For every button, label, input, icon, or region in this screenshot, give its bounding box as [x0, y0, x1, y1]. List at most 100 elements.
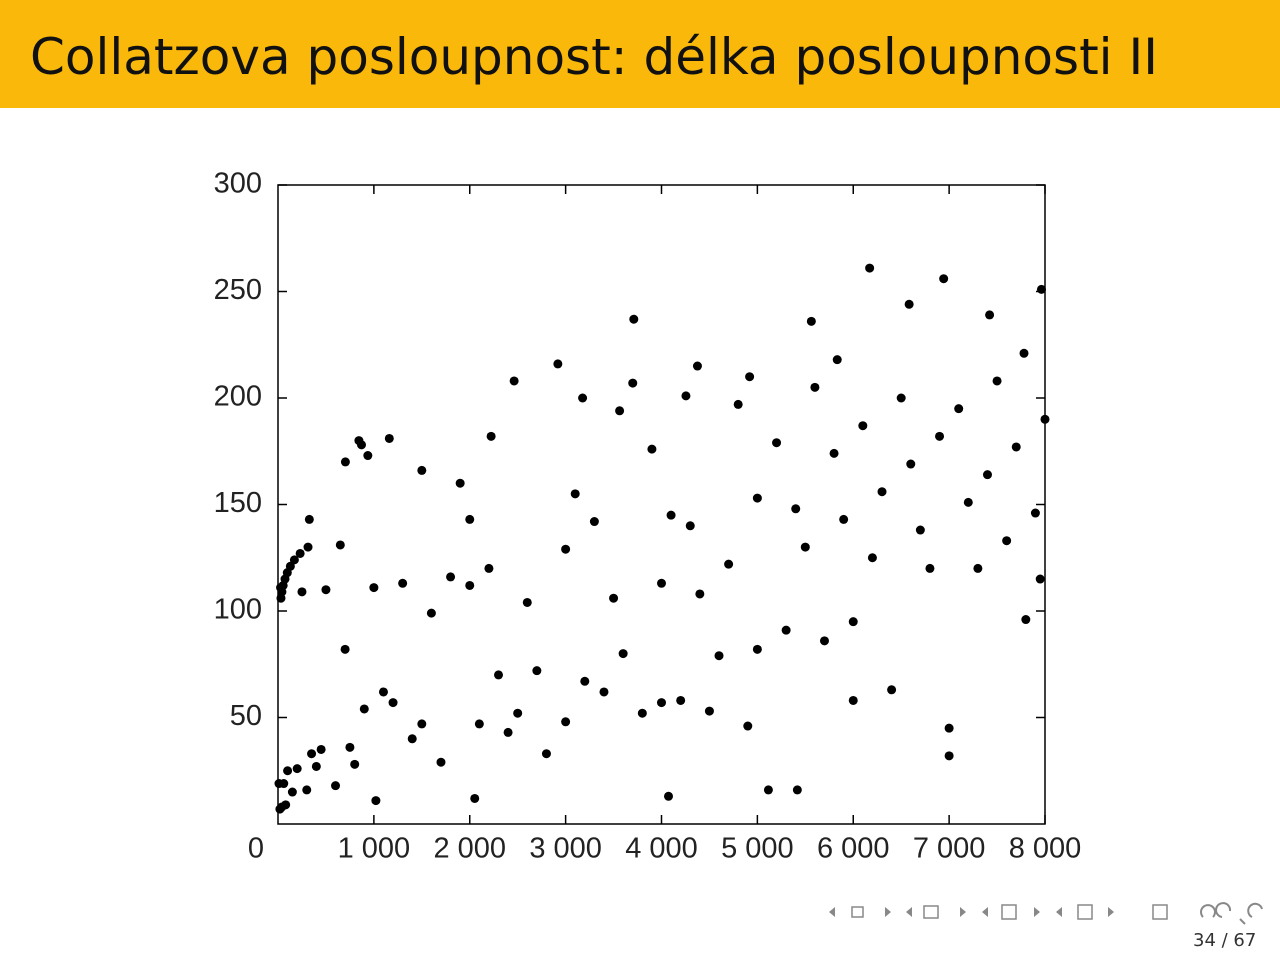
point [484, 563, 494, 573]
point [752, 493, 762, 503]
point [281, 800, 291, 810]
x-tick-label: 8 000 [1009, 833, 1082, 865]
point [858, 421, 868, 431]
point [513, 708, 523, 718]
point [304, 514, 314, 524]
point [321, 585, 331, 595]
point [285, 561, 295, 571]
point [388, 698, 398, 708]
point [283, 766, 293, 776]
point [455, 478, 465, 488]
point [1040, 414, 1050, 424]
slide-title: Collatzova posloupnost: délka posloupnos… [30, 28, 1158, 86]
point [486, 431, 496, 441]
point [446, 572, 456, 582]
point [297, 587, 307, 597]
point [1019, 348, 1029, 358]
point [954, 404, 964, 414]
point [877, 487, 887, 497]
point [792, 785, 802, 795]
point [681, 391, 691, 401]
point [1035, 574, 1045, 584]
navigation-icons [829, 902, 1263, 925]
point [522, 597, 532, 607]
y-tick-label: 100 [214, 594, 262, 626]
x-tick-label: 2 000 [433, 833, 506, 865]
point [944, 723, 954, 733]
point [503, 727, 513, 737]
x-tick-label: 3 000 [529, 833, 602, 865]
point [615, 406, 625, 416]
point [819, 636, 829, 646]
point [904, 299, 914, 309]
point [982, 470, 992, 480]
point [944, 751, 954, 761]
point [992, 376, 1002, 386]
point [939, 274, 949, 284]
x-tick-label: 4 000 [625, 833, 698, 865]
point [561, 717, 571, 727]
x-tick-label: 5 000 [721, 833, 794, 865]
point [676, 695, 686, 705]
point [335, 540, 345, 550]
point [985, 310, 995, 320]
point [363, 451, 373, 461]
point [302, 785, 312, 795]
point [561, 544, 571, 554]
point [1021, 615, 1031, 625]
point [810, 382, 820, 392]
point [629, 314, 639, 324]
point [724, 559, 734, 569]
point [733, 399, 743, 409]
point [1011, 442, 1021, 452]
point [292, 764, 302, 774]
point [407, 734, 417, 744]
x-tick-label: 1 000 [338, 833, 411, 865]
point [906, 459, 916, 469]
point [829, 448, 839, 458]
point [800, 542, 810, 552]
x-tick-label: 7 000 [913, 833, 986, 865]
point [839, 514, 849, 524]
point [541, 749, 551, 759]
point [465, 514, 475, 524]
point [331, 781, 341, 791]
y-tick-label: 200 [214, 381, 262, 413]
point [287, 787, 297, 797]
point [973, 563, 983, 573]
point [398, 578, 408, 588]
point [772, 438, 782, 448]
point [470, 793, 480, 803]
point [578, 393, 588, 403]
y-tick-label: 250 [214, 274, 262, 306]
point [350, 759, 360, 769]
point [865, 263, 875, 273]
point [384, 433, 394, 443]
point [359, 704, 369, 714]
point [692, 361, 702, 371]
point [436, 757, 446, 767]
point [589, 517, 599, 527]
point [509, 376, 519, 386]
point [657, 698, 666, 708]
point [848, 695, 858, 705]
point [553, 359, 563, 369]
point [637, 708, 647, 718]
y-tick-label: 50 [230, 700, 262, 732]
point [1030, 508, 1040, 518]
x-tick-label: 0 [248, 833, 264, 865]
point [657, 578, 666, 588]
point [426, 608, 436, 618]
point [791, 504, 801, 514]
point [357, 440, 367, 450]
point [295, 548, 305, 558]
point [279, 779, 289, 789]
point [580, 676, 590, 686]
point [752, 644, 762, 654]
x-tick-label: 6 000 [817, 833, 890, 865]
point [666, 510, 676, 520]
point [714, 651, 724, 661]
point [743, 721, 753, 731]
point [465, 580, 475, 590]
